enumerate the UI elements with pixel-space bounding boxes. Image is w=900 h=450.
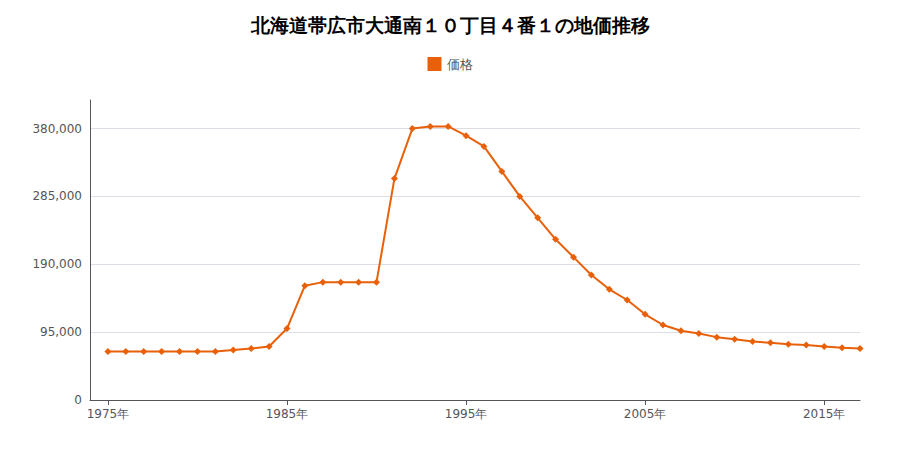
svg-text:北海道帯広市大通南１０丁目４番１の地価推移: 北海道帯広市大通南１０丁目４番１の地価推移: [250, 14, 650, 36]
svg-text:1975年: 1975年: [87, 407, 130, 421]
svg-text:1985年: 1985年: [266, 407, 309, 421]
svg-text:285,000: 285,000: [32, 189, 82, 203]
svg-text:0: 0: [74, 393, 82, 407]
svg-text:1995年: 1995年: [445, 407, 488, 421]
svg-text:95,000: 95,000: [40, 325, 82, 339]
svg-text:2005年: 2005年: [624, 407, 667, 421]
svg-text:価格: 価格: [447, 57, 473, 72]
svg-text:380,000: 380,000: [32, 122, 82, 136]
svg-text:2015年: 2015年: [803, 407, 846, 421]
svg-text:190,000: 190,000: [32, 257, 82, 271]
